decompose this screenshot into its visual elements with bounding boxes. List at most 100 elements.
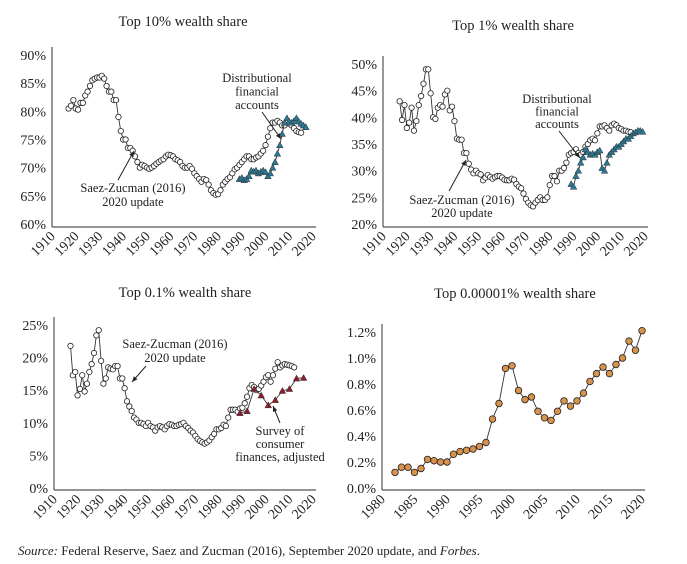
data-point [264,133,272,140]
data-point [625,337,633,345]
data-point [420,80,427,87]
data-point [119,375,126,382]
x-tick-label: 2010 [553,492,583,522]
x-tick-label: 2020 [618,492,648,522]
data-point [477,171,484,178]
data-point [432,115,439,123]
x-tick-label: 1960 [148,492,178,522]
y-tick-label: 20% [351,218,377,233]
data-point [90,349,98,357]
data-point [553,178,560,185]
data-point [518,185,525,192]
data-point [298,129,305,136]
x-tick-label: 2020 [621,229,651,259]
data-point [553,407,562,415]
data-point [250,385,258,392]
x-tick-label: 2000 [242,492,272,522]
x-tick-label: 1910 [359,229,389,259]
data-point [563,159,570,166]
source-note: Source: Federal Reserve, Saez and Zucman… [18,543,480,559]
x-tick-label: 2015 [586,492,616,522]
y-tick-label: 5% [29,449,48,464]
data-point [114,362,121,370]
data-point [243,407,251,414]
annotation-text: Saez-Zucman (2016) [80,181,185,195]
data-point [469,445,477,453]
data-point [243,393,251,400]
annotation: Saez-Zucman (2016)2020 update [122,337,228,383]
data-point [225,414,232,421]
y-tick-label: 0.8% [347,378,377,393]
x-tick-label: 2005 [521,492,551,522]
chart-panel-4: Top 0.00001% wealth share 0.0% 0.2% 0.4% 0.6… [347,286,649,523]
data-point [579,389,588,397]
data-point [74,392,81,399]
data-point [451,117,458,125]
x-tick-label: 1940 [101,492,131,522]
annotation-arrow [448,159,467,192]
data-point [260,147,267,154]
arrowhead-icon [132,376,138,382]
data-point [443,458,451,466]
arrowhead-icon [574,152,580,158]
annotation: Saez-Zucman (2016)2020 update [409,159,515,220]
x-tick-label: 1920 [52,229,82,259]
x-tick-label: 1995 [456,492,486,522]
data-point [514,386,523,395]
data-point [463,149,470,157]
x-tick-label: 1960 [147,229,177,259]
data-point [458,136,465,143]
source-forbes: Forbes [439,543,477,558]
x-tick-label: 1990 [218,229,248,259]
data-point [423,455,432,464]
source-label: Source: [18,543,58,558]
data-point [100,380,107,387]
arrowhead-icon [275,133,281,139]
data-point [475,442,484,451]
data-point [449,450,458,458]
annotation-text: 2020 update [144,351,206,365]
data-point [605,369,614,378]
x-tick-label: 1980 [526,229,556,259]
data-point [108,88,115,95]
data-point [397,463,406,471]
series-line [394,330,643,473]
data-point [134,158,141,166]
data-point [465,160,472,167]
chart-panel-1: Top 10% wealth share 60% 65% 70% 75% 80% 85% 90… [20,14,320,260]
x-tick-label: 1990 [550,229,580,259]
chart-panel-3: Top 0.1% wealth share0%5%10%15%20%25%191… [22,285,325,523]
data-point [596,146,604,154]
arrowhead-icon [461,160,466,166]
data-point [84,88,91,95]
data-point [462,446,471,454]
data-point [236,409,244,416]
data-point [245,172,253,180]
data-point [488,415,497,423]
data-point [97,357,105,364]
data-point [121,385,128,392]
arrowhead-icon [272,406,278,412]
data-point [117,127,124,135]
source-end: . [476,543,480,558]
data-point [79,99,86,106]
data-point [75,106,82,113]
y-tick-label: 1.0% [347,352,377,367]
series-triangle-blue [567,126,647,190]
annotation-text: Survey of [256,424,306,438]
data-point [205,181,212,188]
data-point [592,369,601,378]
x-tick-label: 1940 [431,229,461,259]
data-point [391,468,399,477]
data-point [70,96,77,104]
chart-panel-2: Top 1% wealth share 20% 25% 30% 35% 40% 45% 50%… [351,18,652,260]
data-point [579,153,587,161]
data-point [560,164,568,172]
x-tick-label: 2010 [266,492,296,522]
data-point [546,181,553,189]
x-tick-label: 1980 [195,492,225,522]
data-point [572,172,580,179]
series-circle-orange [391,327,646,477]
x-tick-label: 1920 [383,229,413,259]
data-point [618,354,627,362]
